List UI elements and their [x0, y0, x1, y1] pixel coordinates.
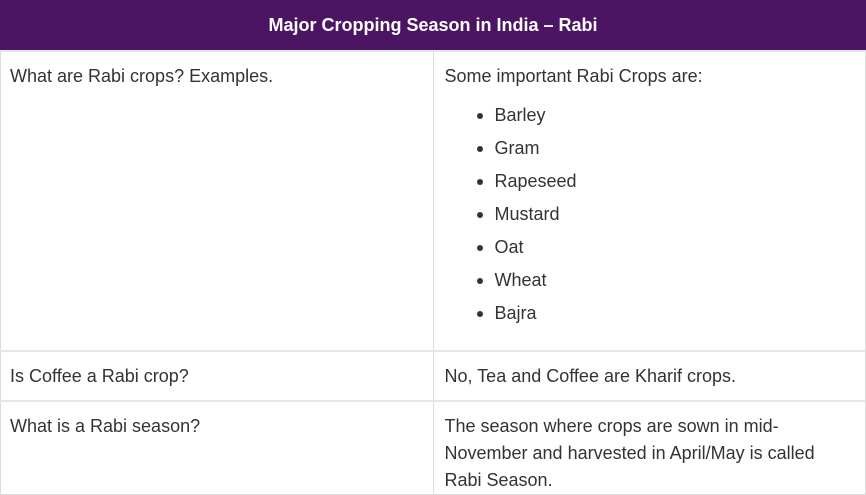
crop-list-item: Barley	[476, 102, 856, 135]
question-cell: What is a Rabi season?	[0, 400, 434, 495]
crop-list-item: Mustard	[476, 201, 856, 234]
table-row: What is a Rabi season? The season where …	[0, 400, 866, 495]
answer-cell: The season where crops are sown in mid-N…	[432, 400, 866, 495]
crop-list-item: Rapeseed	[476, 168, 856, 201]
table-row: What are Rabi crops? Examples. Some impo…	[0, 50, 866, 352]
crop-list-item: Bajra	[476, 300, 856, 333]
crop-list: Barley Gram Rapeseed Mustard Oat Wheat B…	[445, 102, 856, 333]
question-cell: Is Coffee a Rabi crop?	[0, 350, 434, 402]
crop-list-item: Oat	[476, 234, 856, 267]
answer-intro: Some important Rabi Crops are:	[444, 66, 703, 86]
table-header-title: Major Cropping Season in India – Rabi	[0, 0, 866, 52]
table-header-row: Major Cropping Season in India – Rabi	[0, 0, 866, 52]
crop-list-item: Wheat	[476, 267, 856, 300]
answer-cell: Some important Rabi Crops are: Barley Gr…	[432, 50, 866, 352]
crop-list-item: Gram	[476, 135, 856, 168]
question-cell: What are Rabi crops? Examples.	[0, 50, 434, 352]
answer-cell: No, Tea and Coffee are Kharif crops.	[432, 350, 866, 402]
table-row: Is Coffee a Rabi crop? No, Tea and Coffe…	[0, 350, 866, 402]
